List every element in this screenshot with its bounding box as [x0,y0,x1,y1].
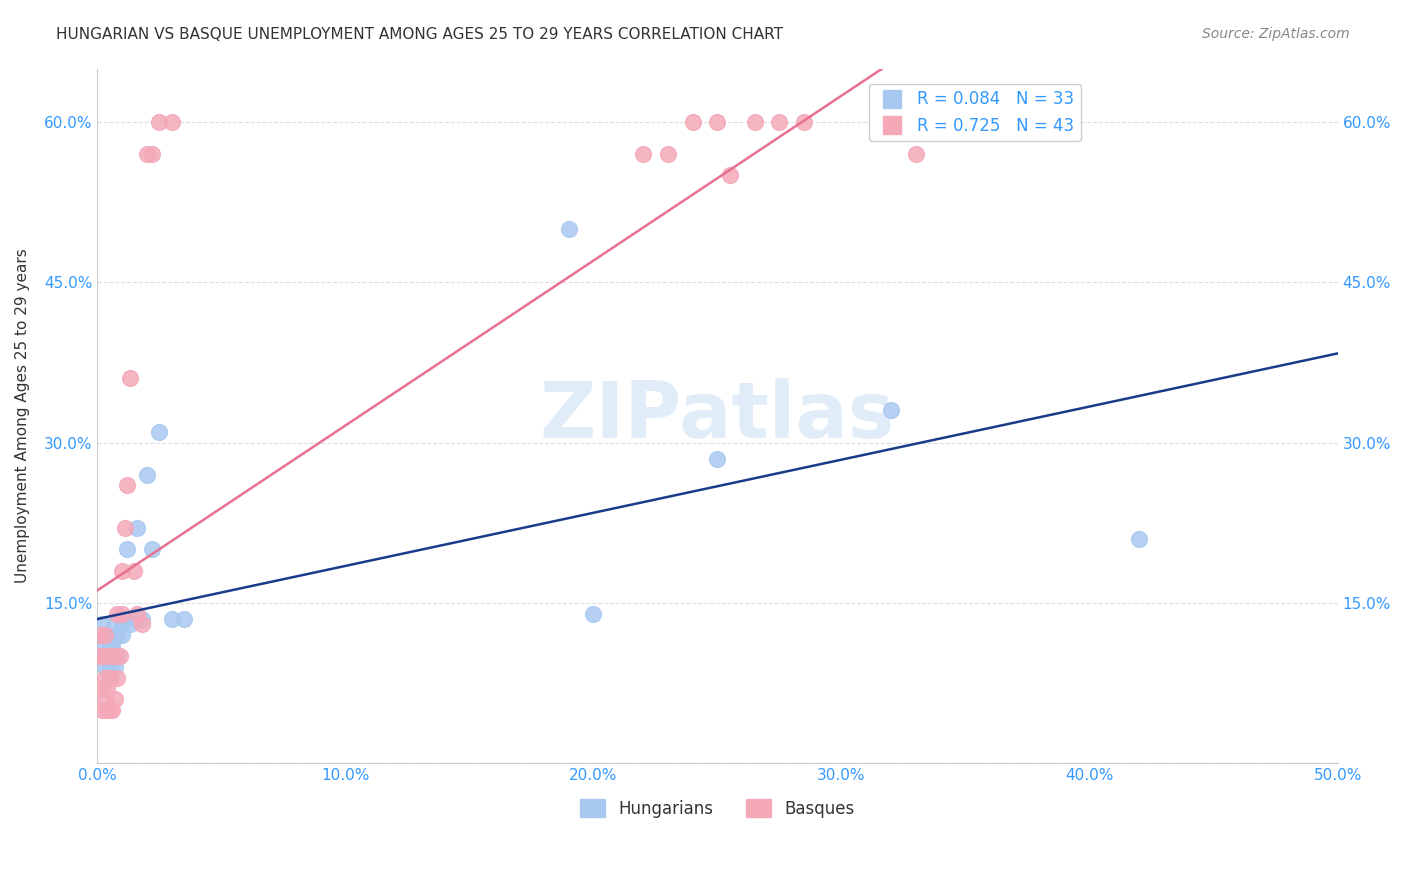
Point [105,649,128,664]
Point [98,671,121,685]
Point [148,425,170,439]
Point [101,649,124,664]
Point [104,692,127,706]
Point [768,115,790,129]
Point [135,147,157,161]
Point [93,628,115,642]
Point [104,617,127,632]
Text: Source: ZipAtlas.com: Source: ZipAtlas.com [1202,27,1350,41]
Point [89,628,111,642]
Point [744,115,766,129]
Point [89,628,111,642]
Point [111,564,134,578]
Point [96,681,118,696]
Point [93,692,115,706]
Text: HUNGARIAN VS BASQUE UNEMPLOYMENT AMONG AGES 25 TO 29 YEARS CORRELATION CHART: HUNGARIAN VS BASQUE UNEMPLOYMENT AMONG A… [56,27,783,42]
Point [124,564,146,578]
Point [111,617,134,632]
Point [91,649,114,664]
Point [96,649,118,664]
Point [111,628,134,642]
Point [118,371,141,385]
Point [706,451,728,466]
Point [904,147,927,161]
Point [557,222,579,236]
Text: ZIPatlas: ZIPatlas [540,378,896,454]
Point [929,115,952,129]
Point [96,649,118,664]
Point [631,147,654,161]
Point [141,542,163,557]
Point [91,681,114,696]
Point [101,703,124,717]
Point [101,639,124,653]
Point [160,612,183,626]
Point [657,147,679,161]
Point [880,403,903,417]
Point [105,628,128,642]
Point [91,617,114,632]
Point [115,542,138,557]
Point [91,703,114,717]
Point [124,612,146,626]
Point [89,649,111,664]
Point [98,639,121,653]
Point [104,649,127,664]
Point [582,607,605,621]
Point [105,607,128,621]
Point [1128,532,1150,546]
Point [108,649,131,664]
Point [93,660,115,674]
Point [125,607,148,621]
Legend: Hungarians, Basques: Hungarians, Basques [574,793,862,824]
Point [98,671,121,685]
Point [118,617,141,632]
Point [173,612,195,626]
Point [131,617,153,632]
Point [98,703,121,717]
Point [148,115,170,129]
Point [955,115,977,129]
Y-axis label: Unemployment Among Ages 25 to 29 years: Unemployment Among Ages 25 to 29 years [15,249,30,583]
Point [131,612,153,626]
Point [135,467,157,482]
Point [104,660,127,674]
Point [93,639,115,653]
Point [793,115,815,129]
Point [160,115,183,129]
Point [98,660,121,674]
Point [96,703,118,717]
Point [114,521,136,535]
Point [111,607,134,621]
Point [718,169,741,183]
Point [105,671,128,685]
Point [101,649,124,664]
Point [96,628,118,642]
Point [93,671,115,685]
Point [682,115,704,129]
Point [91,649,114,664]
Point [125,521,148,535]
Point [706,115,728,129]
Point [141,147,163,161]
Point [115,478,138,492]
